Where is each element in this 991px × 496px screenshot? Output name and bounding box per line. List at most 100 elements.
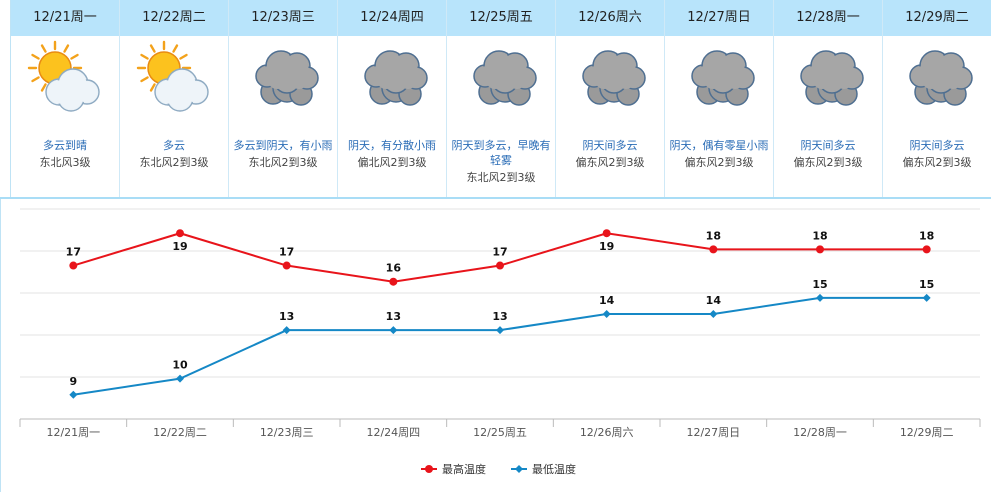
x-tick-label: 12/29周二 [900,426,954,439]
data-point [922,245,931,254]
overcast-cloud-icon [473,50,537,106]
weather-condition: 多云到阴天，有小雨 [233,139,333,152]
legend-label: 最高温度 [442,462,486,476]
cloud-shape [154,68,209,112]
x-tick-label: 12/22周二 [153,426,207,439]
data-label: 19 [599,240,614,253]
series-high-temp: 17 19 17 16 17 19 18 18 18 [66,229,934,286]
data-point [709,310,718,318]
data-label: 10 [172,359,188,372]
day-date: 12/23周三 [229,0,337,36]
data-point [816,293,824,302]
partly-cloudy-sun-icon [136,40,209,112]
daily-forecast-strip: 12/21周一 多云到晴 东北风3级 12/22周二 多云 东北风2到3级 12/23周三多… [10,0,991,198]
wind-info: 偏东风2到3级 [902,156,972,169]
data-point [496,326,504,335]
section-divider [0,197,991,199]
data-point [69,261,78,270]
cloud-shape [45,68,100,112]
data-point [389,277,398,286]
overcast-cloud-icon [800,50,864,106]
data-point [282,326,291,335]
overcast-cloud-icon [909,50,973,106]
wind-info: 偏东风2到3级 [575,156,645,169]
day-date: 12/28周一 [774,0,882,36]
data-label: 16 [386,262,402,275]
data-label: 17 [492,246,507,259]
data-point [922,293,931,302]
overcast-cloud-icon [691,50,755,106]
data-label: 18 [919,229,934,242]
front-cloud [800,50,864,94]
weather-condition: 阴天间多云 [582,139,638,152]
wind-info: 东北风2到3级 [139,156,209,169]
data-label: 19 [172,240,187,253]
day-column: 12/26周六阴天间多云偏东风2到3级 [556,0,665,198]
weather-condition: 阴天间多云 [800,139,856,152]
data-point [496,261,504,270]
day-date: 12/22周二 [120,0,228,36]
data-label: 14 [599,294,615,307]
data-point [282,261,291,270]
data-point [602,229,611,238]
weather-condition: 多云 [163,139,185,152]
weather-condition: 阴天，有分散小雨 [348,139,436,152]
front-cloud [473,50,537,94]
front-cloud [582,50,646,94]
wind-info: 东北风3级 [39,156,91,169]
day-column: 12/28周一阴天间多云偏东风2到3级 [774,0,883,198]
x-tick-label: 12/25周五 [473,426,527,439]
data-point [176,374,184,383]
day-column: 12/22周二多云东北风2到3级 [120,0,229,198]
front-cloud [364,50,428,94]
x-tick-label: 12/21周一 [46,426,100,439]
day-date: 12/26周六 [556,0,664,36]
weather-condition: 阴天，偶有零星小雨 [669,139,769,152]
x-tick-label: 12/28周一 [793,426,847,439]
day-date: 12/27周日 [665,0,773,36]
data-label: 13 [386,310,401,323]
weather-condition: 阴天间多云 [909,139,965,152]
data-label: 9 [70,375,78,388]
day-column: 12/24周四阴天，有分散小雨 偏北风2到3级 [338,0,447,198]
data-label: 18 [706,229,721,242]
day-date: 12/21周一 [11,0,119,36]
day-column: 12/29周二阴天间多云偏东风2到3级 [883,0,991,198]
data-label: 17 [279,246,294,259]
wind-info: 东北风2到3级 [248,156,318,169]
data-label: 18 [812,229,827,242]
data-label: 15 [812,278,827,291]
data-label: 17 [66,246,81,259]
day-date: 12/24周四 [338,0,446,36]
data-label: 13 [492,310,507,323]
series-low-temp: 9 10 13 13 13 14 14 15 15 [69,278,934,399]
overcast-cloud-icon [364,50,428,106]
front-cloud [691,50,755,94]
data-label: 13 [279,310,294,323]
data-point [176,229,184,238]
x-axis: 12/21周一 12/22周二 12/23周三 12/24周四 12/25周五 12/26… [19,418,981,439]
legend-label: 最低温度 [532,462,576,476]
x-tick-label: 12/23周三 [260,426,314,439]
legend-item[interactable]: 最高温度 [421,462,486,476]
data-point [389,326,398,335]
wind-info: 东北风2到3级 [466,171,536,184]
day-date: 12/29周二 [883,0,991,36]
day-column: 12/21周一 多云到晴 东北风3级 [11,0,120,198]
wind-info: 偏东风2到3级 [684,156,754,169]
day-column: 12/23周三多云到阴天，有小雨 东北风2到3级 [229,0,338,198]
data-point [709,245,718,254]
legend-marker [425,465,433,473]
data-point [816,245,824,254]
overcast-cloud-icon [255,50,319,106]
wind-info: 偏东风2到3级 [793,156,863,169]
data-point [69,390,78,399]
data-point [602,310,611,318]
legend-item[interactable]: 最低温度 [511,462,576,476]
wind-info: 偏北风2到3级 [357,156,427,169]
temperature-chart: 12/21周一 12/22周二 12/23周三 12/24周四 12/25周五 12/26… [0,199,991,492]
overcast-cloud-icon [582,50,646,106]
partly-cloudy-sun-icon [27,40,100,112]
x-tick-label: 12/24周四 [366,426,420,439]
